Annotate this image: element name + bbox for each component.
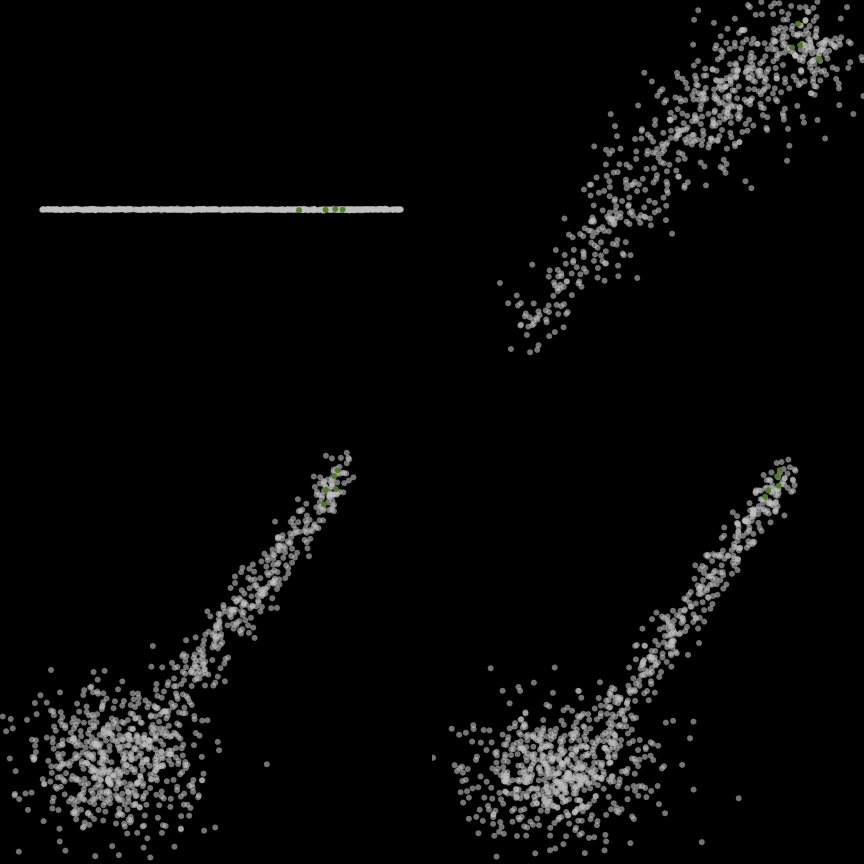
panel-top-left	[0, 0, 432, 432]
scatter-top-left	[0, 0, 432, 432]
panel-grid	[0, 0, 864, 864]
panel-top-right	[432, 0, 864, 432]
scatter-bottom-right	[432, 432, 864, 864]
scatter-top-right	[432, 0, 864, 432]
panel-bottom-left	[0, 432, 432, 864]
panel-bottom-right	[432, 432, 864, 864]
scatter-bottom-left	[0, 432, 432, 864]
